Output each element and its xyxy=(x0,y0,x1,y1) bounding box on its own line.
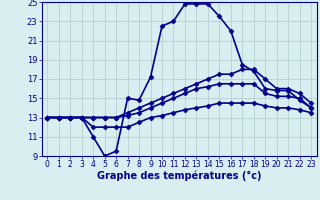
X-axis label: Graphe des températures (°c): Graphe des températures (°c) xyxy=(97,171,261,181)
